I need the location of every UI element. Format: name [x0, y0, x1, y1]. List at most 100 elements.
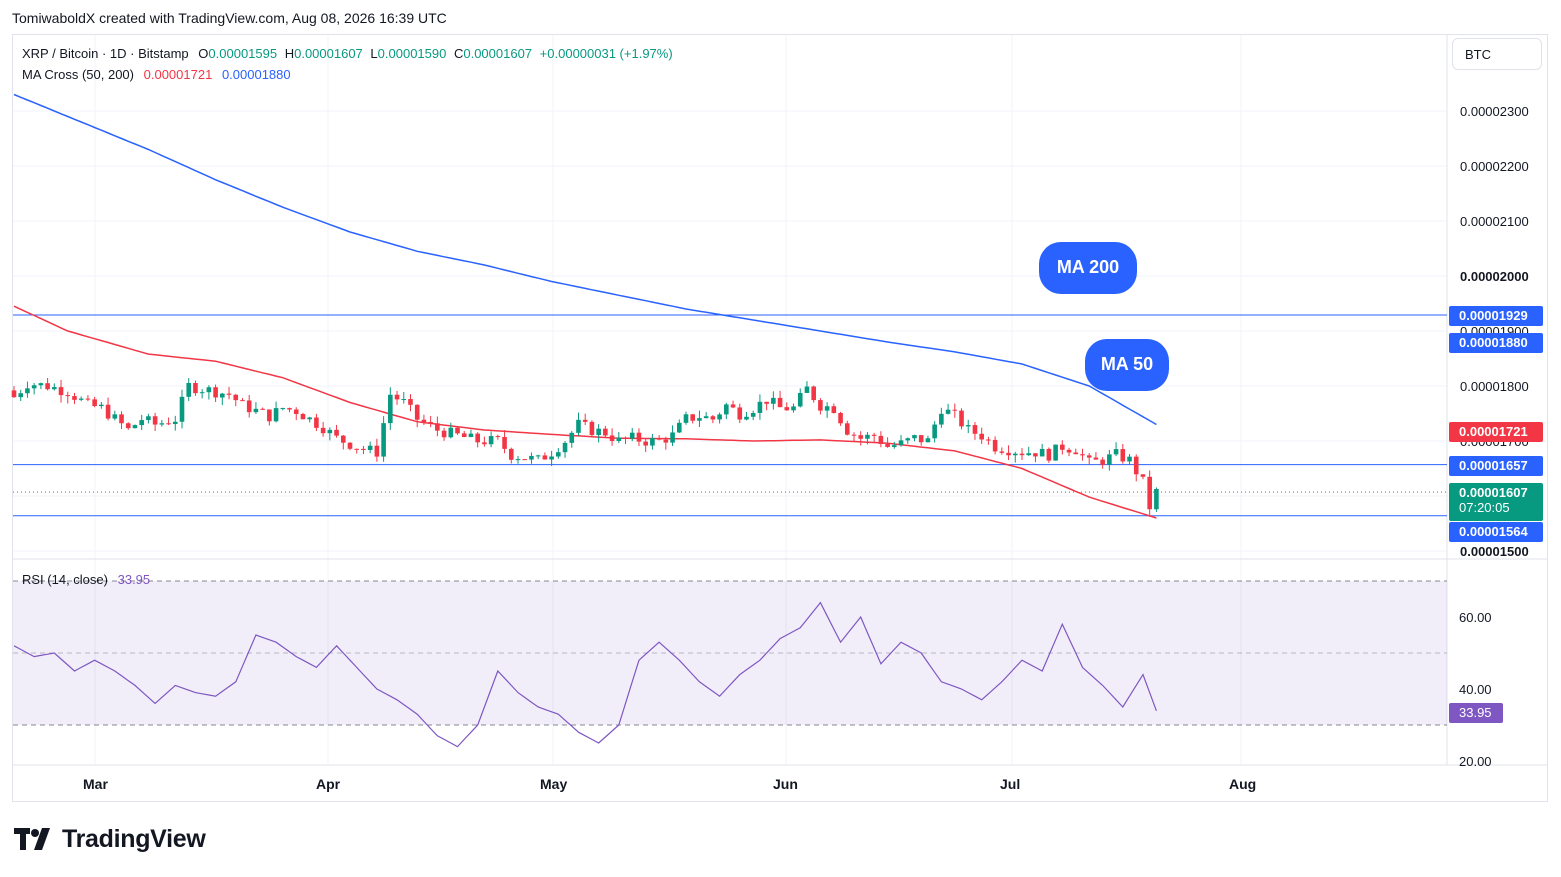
candle-body: [603, 428, 608, 436]
price-tick: 0.00002200: [1460, 159, 1529, 174]
candle-body: [388, 394, 393, 424]
candle-body: [159, 423, 165, 425]
candle-body: [905, 438, 911, 441]
candle-body: [912, 435, 917, 439]
candle-body: [367, 445, 373, 450]
candle-body: [132, 425, 138, 429]
candle-body: [246, 400, 252, 413]
ma200-value: 0.00001880: [221, 67, 291, 82]
candle-body: [482, 442, 487, 445]
currency-button[interactable]: BTC: [1452, 38, 1542, 70]
candle-body: [730, 404, 736, 408]
last-price-value: 0.00001607: [1459, 485, 1528, 500]
candle-body: [797, 392, 803, 407]
candle-body: [166, 423, 171, 425]
candle-body: [112, 414, 118, 419]
candle-body: [831, 406, 837, 413]
candle-body: [475, 433, 480, 443]
candle-body: [865, 434, 870, 439]
candle-body: [287, 408, 292, 410]
candle-body: [515, 459, 521, 461]
candle-body: [179, 396, 185, 422]
candle-body: [650, 438, 655, 446]
time-tick-may: May: [540, 776, 568, 792]
close-value: 0.00001607: [463, 46, 533, 61]
candle-body: [959, 410, 964, 427]
candle-body: [45, 383, 50, 390]
candle-body: [125, 423, 131, 429]
candle-body: [1080, 454, 1085, 456]
candle-body: [1120, 449, 1126, 462]
rsi-legend: RSI (14, close) 33.95: [22, 572, 150, 587]
candle-body: [105, 404, 111, 419]
candle-body: [455, 427, 460, 434]
candle-body: [1033, 453, 1038, 457]
time-tick-jun: Jun: [773, 776, 798, 792]
tradingview-logo-text: TradingView: [62, 824, 206, 853]
candle-body: [710, 416, 716, 420]
candle-body: [925, 438, 931, 443]
level-tag-1929: 0.00001929: [1449, 306, 1543, 326]
ma50-value: 0.00001721: [143, 67, 213, 82]
candle-body: [508, 448, 514, 460]
candle-body: [85, 398, 91, 400]
candle-body: [556, 452, 561, 457]
candle-body: [25, 388, 30, 394]
candle-body: [851, 434, 857, 436]
candle-body: [844, 423, 850, 435]
level-tag-1564: 0.00001564: [1449, 522, 1543, 542]
candle-body: [1060, 444, 1065, 450]
candle-body: [495, 436, 501, 438]
candle-body: [226, 393, 232, 395]
time-tick-apr: Apr: [316, 776, 341, 792]
candle-body: [18, 393, 24, 398]
candle-body: [535, 455, 541, 457]
candle-body: [811, 386, 816, 401]
time-tick-aug: Aug: [1229, 776, 1257, 792]
time-tick-mar: Mar: [83, 776, 108, 792]
candle-body: [186, 383, 192, 397]
candle-body: [824, 406, 830, 411]
candle-body: [939, 413, 944, 425]
candle-body: [623, 437, 628, 439]
candle-body: [522, 459, 528, 461]
candle-body: [441, 430, 447, 438]
ma-legend: MA Cross (50, 200) 0.00001721 0.00001880: [22, 67, 291, 82]
candle-body: [300, 414, 306, 420]
candle-body: [307, 417, 312, 420]
candle-body: [31, 385, 37, 389]
candle-body: [1093, 457, 1099, 460]
candle-body: [972, 425, 978, 434]
candle-body: [1012, 453, 1018, 456]
ma50-tag: 0.00001721: [1449, 422, 1543, 442]
candle-body: [569, 432, 575, 443]
rsi-tick: 40.00: [1459, 682, 1492, 697]
candle-body: [918, 435, 924, 443]
candle-body: [616, 437, 622, 441]
candle-body: [683, 414, 689, 423]
candle-body: [737, 407, 743, 420]
candle-body: [38, 383, 44, 386]
ma50-callout: MA 50: [1085, 339, 1169, 391]
candle-body: [347, 442, 353, 449]
candle-body: [139, 420, 144, 426]
tradingview-logo[interactable]: TradingView: [14, 824, 206, 854]
candle-body: [334, 429, 339, 436]
candle-body: [448, 427, 454, 438]
candle-body: [199, 392, 205, 394]
candle-body: [676, 422, 682, 433]
candle-body: [818, 400, 823, 411]
ma50-line: [13, 305, 1157, 519]
candle-body: [99, 404, 104, 407]
candle-body: [952, 409, 958, 411]
bar-countdown: 07:20:05: [1459, 500, 1510, 515]
rsi-value-tag: 33.95: [1449, 703, 1503, 723]
open-label: O: [198, 46, 209, 61]
candle-body: [697, 418, 702, 421]
candle-body: [663, 439, 669, 443]
level-tag-1657: 0.00001657: [1449, 456, 1543, 476]
candle-body: [549, 456, 554, 460]
candle-body: [273, 408, 279, 422]
candle-body: [1053, 444, 1058, 461]
